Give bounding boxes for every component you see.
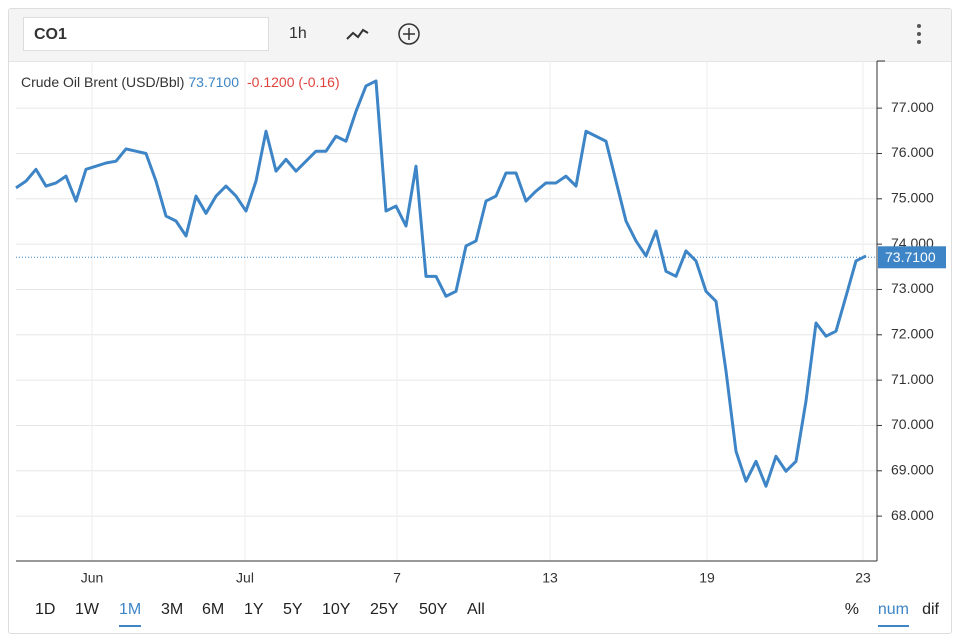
range-button[interactable]: 3M	[161, 601, 184, 618]
mode-button[interactable]: num	[877, 601, 909, 627]
legend: Crude Oil Brent (USD/Bbl) 73.7100 -0.1200 …	[21, 74, 340, 90]
range-button[interactable]: 10Y	[322, 601, 351, 618]
y-tick-label: 70.000	[891, 416, 934, 432]
x-tick-label: 23	[855, 570, 871, 586]
x-tick-label: 7	[393, 570, 401, 586]
x-tick-label: Jun	[81, 570, 104, 586]
x-tick-label: 13	[542, 570, 558, 586]
range-button[interactable]: 1Y	[244, 601, 264, 618]
x-tick-label: 19	[699, 570, 715, 586]
mode-button[interactable]: dif	[922, 601, 939, 618]
y-tick-label: 73.000	[891, 280, 934, 296]
range-button[interactable]: 1M	[119, 601, 142, 627]
y-tick-label: 77.000	[891, 99, 934, 115]
toolbar-icons	[346, 23, 921, 45]
y-tick-label: 75.000	[891, 190, 934, 206]
y-tick-label: 68.000	[891, 507, 934, 523]
y-tick-label: 76.000	[891, 144, 934, 160]
legend-name: Crude Oil Brent (USD/Bbl)	[21, 74, 184, 90]
y-tick-label: 72.000	[891, 326, 934, 342]
y-tick-label: 69.000	[891, 461, 934, 477]
toolbar: CO1 1h	[9, 9, 951, 62]
range-bar: 1D 1W 1M 3M 6M 1Y 5Y 10Y 25Y 50Y All% num dif	[9, 597, 951, 633]
interval-button[interactable]: 1h	[289, 25, 307, 42]
legend-change: -0.1200 (-0.16)	[247, 74, 340, 90]
range-button[interactable]: 6M	[202, 601, 225, 618]
y-tick-label: 71.000	[891, 371, 934, 387]
chart: 68.00069.00070.00071.00072.00073.00074.0…	[15, 60, 946, 586]
menu-dot	[917, 40, 921, 44]
symbol-input[interactable]: CO1	[23, 17, 269, 51]
menu-dot[interactable]	[917, 24, 921, 28]
x-tick-label: Jul	[236, 570, 254, 586]
last-price-box	[878, 246, 946, 269]
range-button[interactable]: All	[467, 601, 485, 618]
price-line	[15, 79, 867, 488]
range-button[interactable]: 50Y	[419, 601, 448, 618]
add-indicator-icon[interactable]	[398, 23, 420, 45]
range-button[interactable]: 1W	[75, 601, 99, 618]
menu-dot	[917, 32, 921, 36]
legend-last: 73.7100	[188, 74, 239, 90]
mode-button[interactable]: %	[844, 601, 859, 618]
range-button[interactable]: 1D	[35, 601, 56, 618]
chart-widget: CO1 1h 68.000 69.000 70.000 71.000 72.000 73.…	[8, 8, 952, 634]
range-button[interactable]: 5Y	[283, 601, 303, 618]
range-button[interactable]: 25Y	[370, 601, 399, 618]
last-price-label: 73.7100	[885, 249, 936, 265]
chart-type-icon[interactable]	[346, 28, 369, 40]
